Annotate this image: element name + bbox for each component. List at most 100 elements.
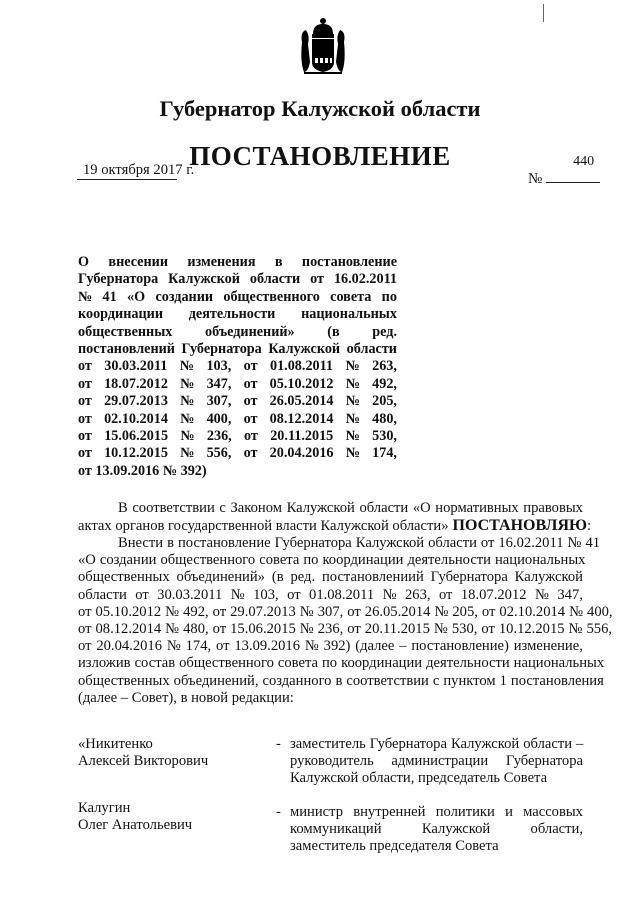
word: Губернатора bbox=[181, 341, 262, 357]
word: Калужской bbox=[514, 569, 583, 586]
word: совета bbox=[277, 655, 318, 672]
word: от bbox=[480, 535, 495, 551]
word: 16.02.2011 bbox=[333, 271, 397, 288]
word: совета bbox=[259, 552, 300, 569]
word: № bbox=[165, 603, 180, 620]
body-text: : bbox=[587, 518, 592, 534]
word: № bbox=[345, 428, 360, 444]
word: № bbox=[165, 621, 180, 637]
word: 16.02.2011 bbox=[498, 535, 564, 551]
word: состав bbox=[134, 655, 176, 672]
word: от bbox=[244, 428, 258, 444]
word: Калужской bbox=[286, 500, 355, 516]
coat-of-arms-emblem bbox=[301, 18, 345, 74]
word: В bbox=[118, 500, 128, 516]
word: 556, bbox=[586, 621, 613, 637]
word: 205, bbox=[452, 603, 478, 620]
word: национальных bbox=[494, 552, 586, 569]
member-role-line: руководитель администрации Губернатора bbox=[290, 753, 583, 770]
word: 41 bbox=[102, 288, 117, 305]
member-role-line: заместитель председателя Совета bbox=[290, 838, 499, 855]
subject-line: от 30.03.2011 № 103, от 01.08.2011 № 263, bbox=[78, 358, 397, 375]
word: 05.10.2012 bbox=[95, 603, 162, 620]
word: от bbox=[78, 638, 92, 655]
member-role-line: коммуникаций Калужской области, bbox=[290, 821, 583, 838]
word: Калужской bbox=[168, 271, 240, 288]
word: области bbox=[359, 500, 409, 516]
word: национальных bbox=[301, 306, 397, 323]
word: постановление) bbox=[411, 638, 509, 655]
decree-verb: ПОСТАНОВЛЯЮ bbox=[452, 517, 588, 534]
member-name: Олег Анатольевич bbox=[78, 816, 193, 833]
word: Калужской bbox=[355, 535, 425, 551]
subject-line: от 29.07.2013 № 307, от 26.05.2014 № 205, bbox=[78, 393, 397, 410]
word: координации bbox=[322, 552, 404, 569]
subject-line: от 02.10.2014 № 400, от 08.12.2014 № 480, bbox=[78, 411, 397, 428]
word: внесении bbox=[108, 254, 169, 270]
word: изложив bbox=[78, 655, 131, 672]
word: 236, bbox=[206, 428, 232, 444]
word: № bbox=[382, 586, 397, 603]
word: 1 bbox=[499, 672, 507, 689]
word: «О bbox=[78, 552, 96, 569]
word: «О bbox=[127, 288, 146, 305]
word: общественного bbox=[223, 288, 320, 305]
word: области bbox=[249, 271, 301, 288]
word: министр bbox=[290, 804, 343, 820]
number-label: № bbox=[528, 171, 543, 187]
word: соответствии bbox=[132, 500, 215, 516]
word: № bbox=[345, 393, 360, 410]
word: 392) bbox=[323, 638, 351, 655]
body-paragraph-line: области от 30.03.2011 № 103, от 01.08.2011 № 263… bbox=[78, 587, 583, 604]
word: 15.06.2015 bbox=[230, 621, 296, 637]
word: в bbox=[335, 672, 343, 689]
word: 30.03.2011 bbox=[157, 586, 223, 603]
word: О bbox=[78, 254, 90, 270]
word: общественных bbox=[78, 672, 170, 689]
word: правовых bbox=[523, 500, 583, 516]
body-paragraph-line: «О создании общественного совета по координац… bbox=[78, 552, 585, 569]
word: 556, bbox=[206, 445, 232, 462]
word: Губернатора bbox=[505, 753, 583, 770]
word: области bbox=[78, 586, 127, 603]
word: 02.10.2014 bbox=[499, 603, 566, 620]
word: общественного bbox=[179, 655, 274, 672]
word: от bbox=[347, 603, 361, 620]
date-text: 19 октября 2017 г. bbox=[83, 162, 195, 178]
word: от bbox=[78, 410, 92, 427]
word: деятельности bbox=[407, 552, 491, 569]
word: в bbox=[167, 535, 174, 551]
word: области, bbox=[530, 821, 583, 838]
word: (в bbox=[271, 569, 284, 586]
member-name: Алексей Викторович bbox=[78, 752, 209, 769]
word: 20.11.2015 bbox=[270, 428, 334, 444]
word: по bbox=[303, 552, 319, 569]
word: от bbox=[212, 603, 227, 620]
word: № bbox=[345, 410, 360, 427]
number-value: 440 bbox=[573, 154, 595, 169]
word: Законом bbox=[230, 500, 282, 516]
word: от bbox=[243, 410, 258, 427]
word: 29.07.2013 bbox=[230, 603, 296, 620]
word: с bbox=[219, 500, 226, 516]
word: 480, bbox=[183, 621, 209, 637]
word: № bbox=[179, 358, 195, 375]
member-role-line: Калужской области, председатель Совета bbox=[290, 770, 548, 787]
word: национальных bbox=[513, 655, 605, 672]
issuing-authority: Губернатор Калужской области bbox=[159, 96, 481, 121]
word: общественного bbox=[160, 552, 256, 569]
word: 307, bbox=[317, 603, 344, 620]
body-paragraph-line: изложив состав общественного совета по коорди… bbox=[78, 655, 604, 672]
word: (в bbox=[327, 323, 340, 340]
word: объединений, bbox=[173, 672, 259, 689]
word: № bbox=[180, 410, 195, 427]
word: 174, bbox=[185, 638, 212, 655]
word: постановление bbox=[301, 254, 397, 270]
word: № bbox=[180, 375, 195, 392]
word: – bbox=[399, 638, 407, 655]
subject-line: Губернатора Калужской области от 16.02.2011 bbox=[78, 271, 397, 288]
word: 236, bbox=[317, 621, 344, 637]
word: от bbox=[310, 271, 325, 288]
word: от bbox=[78, 375, 92, 392]
